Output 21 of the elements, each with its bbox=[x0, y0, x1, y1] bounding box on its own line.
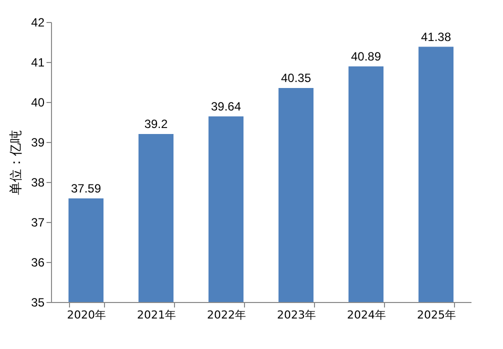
data-label: 39.2 bbox=[144, 117, 168, 131]
data-label: 40.35 bbox=[280, 71, 312, 85]
x-tick-label: 2020年 bbox=[67, 308, 106, 322]
x-tick-label: 2025年 bbox=[417, 308, 456, 322]
x-tick-label: 2021年 bbox=[137, 308, 176, 322]
data-label: 41.38 bbox=[420, 30, 452, 44]
y-tick-label: 35 bbox=[31, 296, 45, 310]
y-tick-label: 41 bbox=[31, 56, 45, 70]
y-tick-label: 38 bbox=[31, 176, 45, 190]
y-tick-label: 40 bbox=[31, 96, 45, 110]
y-tick-label: 42 bbox=[31, 16, 45, 30]
y-tick-label: 37 bbox=[31, 216, 45, 230]
x-tick-label: 2023年 bbox=[277, 308, 316, 322]
data-label: 39.64 bbox=[210, 99, 242, 114]
data-label: 40.89 bbox=[350, 49, 382, 64]
y-tick-label: 39 bbox=[31, 136, 45, 150]
data-label: 37.59 bbox=[70, 181, 102, 196]
y-tick-label: 36 bbox=[31, 256, 45, 270]
x-tick-label: 2024年 bbox=[347, 308, 386, 322]
y-axis-title: 单位：亿吨 bbox=[9, 130, 24, 195]
x-tick-label: 2022年 bbox=[207, 308, 246, 322]
